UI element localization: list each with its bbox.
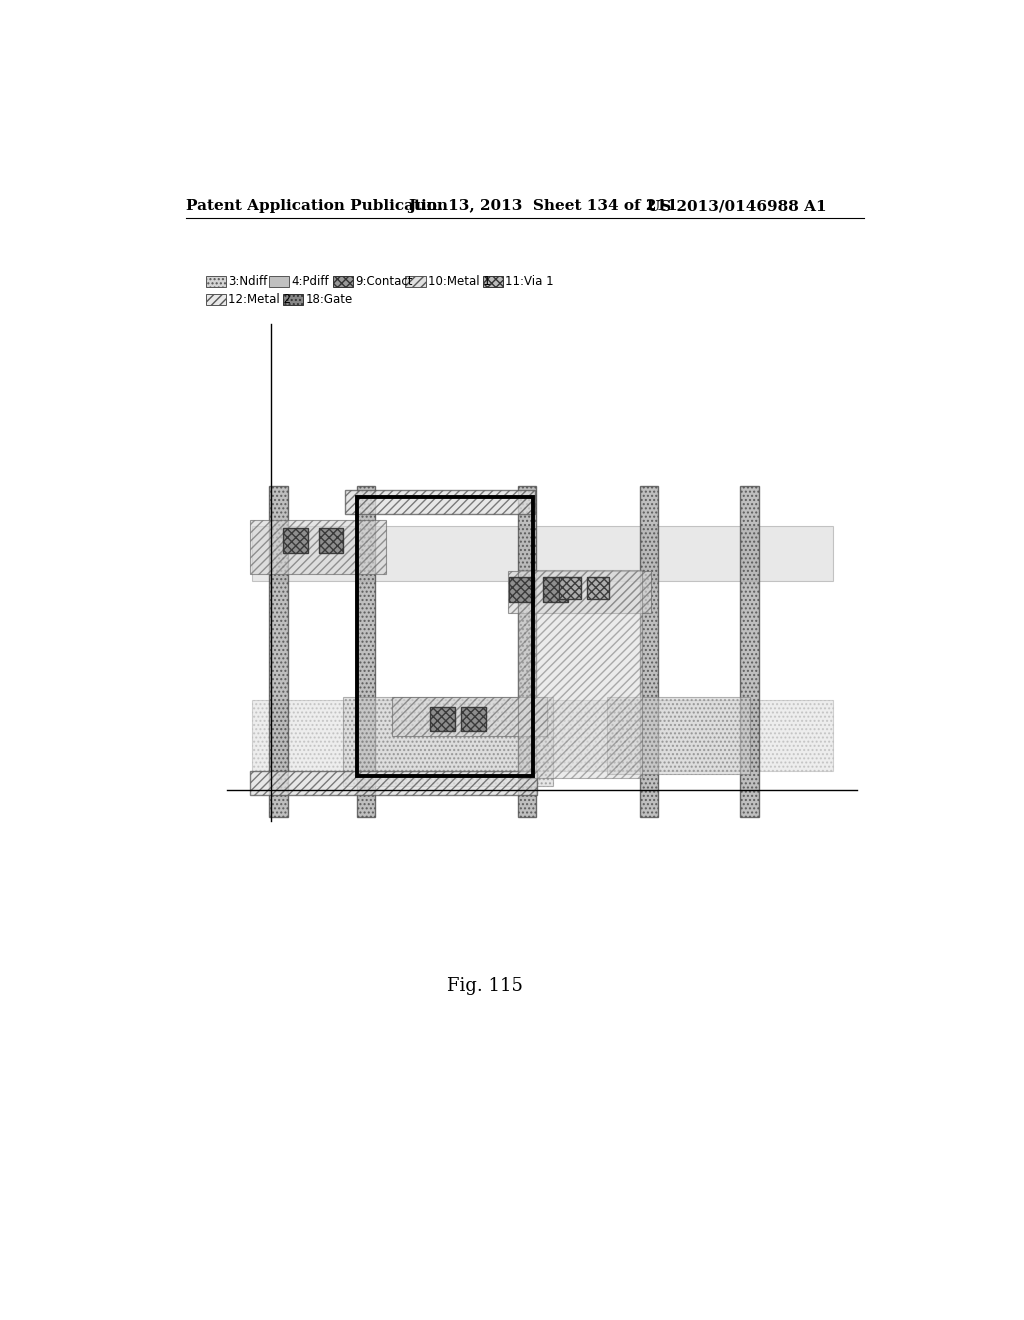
Bar — [269, 486, 288, 817]
Bar — [518, 486, 537, 817]
Bar — [483, 276, 503, 286]
Bar — [406, 276, 426, 286]
Bar — [740, 486, 759, 817]
Text: 10:Metal 1: 10:Metal 1 — [428, 275, 490, 288]
Bar — [587, 577, 608, 599]
Bar — [356, 486, 375, 817]
Text: Patent Application Publication: Patent Application Publication — [186, 199, 449, 213]
Bar — [343, 697, 553, 785]
Text: Jun. 13, 2013  Sheet 134 of 211: Jun. 13, 2013 Sheet 134 of 211 — [409, 199, 678, 213]
Bar — [391, 697, 547, 737]
Bar — [333, 276, 352, 286]
Bar — [518, 570, 642, 779]
Bar — [206, 294, 225, 305]
Bar — [640, 486, 658, 817]
Bar — [206, 276, 225, 286]
Bar — [252, 525, 834, 581]
Bar — [345, 490, 535, 513]
Text: 9:Contact: 9:Contact — [355, 275, 413, 288]
Bar — [251, 520, 386, 574]
Text: US 2013/0146988 A1: US 2013/0146988 A1 — [647, 199, 826, 213]
Bar — [544, 577, 568, 602]
Bar — [607, 697, 751, 775]
Bar — [461, 706, 486, 731]
Bar — [430, 706, 455, 731]
Bar — [283, 528, 308, 553]
Bar — [283, 294, 303, 305]
Bar — [252, 700, 834, 771]
Bar — [318, 528, 343, 553]
Text: 3:Ndiff: 3:Ndiff — [228, 275, 267, 288]
Bar — [559, 577, 581, 599]
Bar — [508, 572, 651, 614]
Text: 18:Gate: 18:Gate — [305, 293, 352, 306]
Bar — [251, 771, 538, 795]
Text: Fig. 115: Fig. 115 — [446, 977, 522, 995]
Text: 11:Via 1: 11:Via 1 — [506, 275, 554, 288]
Text: 12:Metal 2: 12:Metal 2 — [228, 293, 291, 306]
Bar — [509, 577, 535, 602]
Bar — [269, 276, 289, 286]
Bar — [356, 498, 534, 776]
Text: 4:Pdiff: 4:Pdiff — [292, 275, 329, 288]
